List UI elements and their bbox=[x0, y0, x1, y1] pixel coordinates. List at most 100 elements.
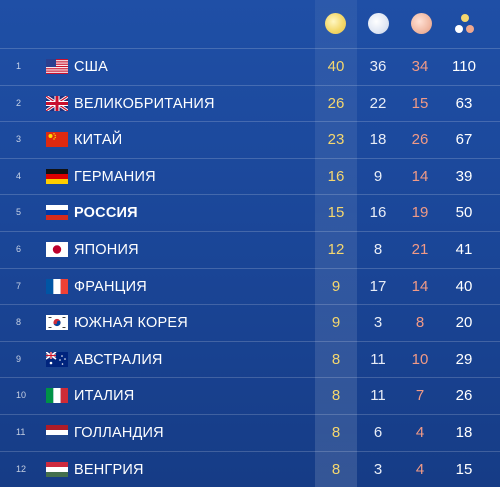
total-medals-icon bbox=[454, 13, 475, 34]
gold-count: 8 bbox=[331, 387, 341, 405]
rank: 11 bbox=[16, 426, 26, 437]
gold-count: 15 bbox=[327, 204, 345, 222]
rank: 12 bbox=[16, 463, 27, 474]
country-name: ЯПОНИЯ bbox=[74, 241, 139, 258]
netherlands-flag-icon bbox=[46, 424, 68, 440]
gold-count: 23 bbox=[327, 131, 345, 149]
silver-count: 3 bbox=[373, 314, 383, 332]
total-count: 26 bbox=[455, 387, 473, 405]
gold-count: 9 bbox=[331, 277, 341, 295]
silver-medal-icon bbox=[368, 13, 389, 34]
usa-flag-icon bbox=[46, 59, 68, 74]
total-count: 63 bbox=[455, 94, 473, 112]
bronze-count: 10 bbox=[411, 350, 429, 368]
silver-count: 11 bbox=[370, 350, 386, 368]
table-header bbox=[0, 0, 500, 48]
silver-count: 22 bbox=[369, 94, 387, 112]
table-row: 7 ФРАНЦИЯ 9 17 14 40 bbox=[0, 267, 500, 305]
uk-flag-icon bbox=[46, 95, 68, 111]
total-count: 40 bbox=[455, 277, 473, 295]
rank: 6 bbox=[16, 243, 22, 254]
table-row: 9 АВСТРАЛИЯ 8 11 10 29 bbox=[0, 340, 500, 378]
table-row: 10 ИТАЛИЯ 8 11 7 26 bbox=[0, 377, 500, 414]
rank: 2 bbox=[16, 97, 22, 108]
country-name: ИТАЛИЯ bbox=[74, 388, 135, 405]
japan-flag-icon bbox=[46, 241, 68, 257]
table-row: 5 РОССИЯ 15 16 19 50 bbox=[0, 194, 500, 231]
rank: 5 bbox=[16, 207, 22, 218]
country-name: АВСТРАЛИЯ bbox=[74, 351, 163, 368]
country-name: КИТАЙ bbox=[74, 132, 123, 149]
silver-count: 11 bbox=[370, 387, 386, 405]
table-row: 2 ВЕЛИКОБРИТАНИЯ 26 22 15 63 bbox=[0, 84, 500, 122]
silver-count: 9 bbox=[373, 167, 383, 185]
total-count: 15 bbox=[455, 460, 473, 478]
rank: 10 bbox=[16, 390, 27, 401]
country-name: ФРАНЦИЯ bbox=[74, 278, 147, 295]
country-name: ВЕНГРИЯ bbox=[74, 461, 144, 478]
bronze-medal-icon bbox=[411, 13, 432, 34]
bronze-count: 21 bbox=[411, 240, 429, 258]
bronze-count: 14 bbox=[411, 277, 429, 295]
australia-flag-icon bbox=[46, 351, 68, 367]
bronze-count: 8 bbox=[415, 314, 425, 332]
bronze-count: 14 bbox=[411, 167, 429, 185]
bronze-count: 4 bbox=[415, 423, 425, 441]
country-name: ВЕЛИКОБРИТАНИЯ bbox=[74, 95, 215, 112]
gold-count: 16 bbox=[327, 167, 345, 185]
silver-count: 18 bbox=[369, 131, 387, 149]
bronze-count: 15 bbox=[411, 94, 429, 112]
country-name: США bbox=[74, 59, 109, 75]
table-row: 6 ЯПОНИЯ 12 8 21 41 bbox=[0, 230, 500, 268]
total-count: 39 bbox=[455, 167, 473, 185]
silver-count: 17 bbox=[369, 277, 387, 295]
bronze-count: 26 bbox=[411, 131, 429, 149]
gold-count: 8 bbox=[331, 350, 341, 368]
silver-count: 16 bbox=[369, 204, 387, 222]
rank: 4 bbox=[16, 170, 22, 181]
gold-count: 12 bbox=[327, 240, 345, 258]
gold-medal-icon bbox=[325, 13, 346, 34]
country-name: РОССИЯ bbox=[74, 205, 138, 222]
south-korea-flag-icon bbox=[46, 315, 68, 331]
rank: 3 bbox=[16, 134, 22, 145]
italy-flag-icon bbox=[46, 388, 68, 404]
gold-count: 9 bbox=[331, 314, 341, 332]
rank: 7 bbox=[16, 280, 22, 291]
total-count: 41 bbox=[455, 240, 473, 258]
table-row: 3 КИТАЙ 23 18 26 67 bbox=[0, 121, 500, 158]
gold-count: 8 bbox=[331, 423, 341, 441]
germany-flag-icon bbox=[46, 168, 68, 184]
total-count: 67 bbox=[455, 131, 473, 149]
silver-count: 8 bbox=[373, 240, 383, 258]
russia-flag-icon bbox=[46, 205, 68, 221]
bronze-count: 7 bbox=[415, 387, 425, 405]
france-flag-icon bbox=[46, 278, 68, 294]
table-row: 8 ЮЖНАЯ КОРЕЯ 9 3 8 20 bbox=[0, 304, 500, 341]
total-count: 110 bbox=[452, 58, 476, 75]
gold-count: 26 bbox=[327, 94, 345, 112]
table-row: 12 ВЕНГРИЯ 8 3 4 15 bbox=[0, 450, 500, 487]
rank: 8 bbox=[16, 317, 22, 328]
total-count: 18 bbox=[455, 423, 473, 441]
total-count: 20 bbox=[455, 314, 473, 332]
silver-count: 36 bbox=[369, 58, 387, 75]
table-row: 1 США 40 36 34 110 bbox=[0, 48, 500, 85]
bronze-count: 4 bbox=[415, 460, 425, 478]
medal-table: 1 США 40 36 34 110 2 bbox=[0, 48, 500, 487]
country-name: ЮЖНАЯ КОРЕЯ bbox=[74, 315, 188, 332]
china-flag-icon bbox=[46, 132, 68, 148]
table-row: 4 ГЕРМАНИЯ 16 9 14 39 bbox=[0, 157, 500, 195]
table-row: 11 ГОЛЛАНДИЯ 8 6 4 18 bbox=[0, 413, 500, 451]
rank: 9 bbox=[16, 353, 22, 364]
rank: 1 bbox=[16, 61, 22, 71]
silver-count: 3 bbox=[373, 460, 383, 478]
bronze-count: 34 bbox=[411, 58, 429, 75]
bronze-count: 19 bbox=[411, 204, 429, 222]
country-name: ГОЛЛАНДИЯ bbox=[74, 424, 164, 441]
total-count: 29 bbox=[455, 350, 473, 368]
gold-count: 8 bbox=[331, 460, 341, 478]
country-name: ГЕРМАНИЯ bbox=[74, 168, 156, 185]
silver-count: 6 bbox=[373, 423, 383, 441]
gold-count: 40 bbox=[327, 58, 345, 75]
